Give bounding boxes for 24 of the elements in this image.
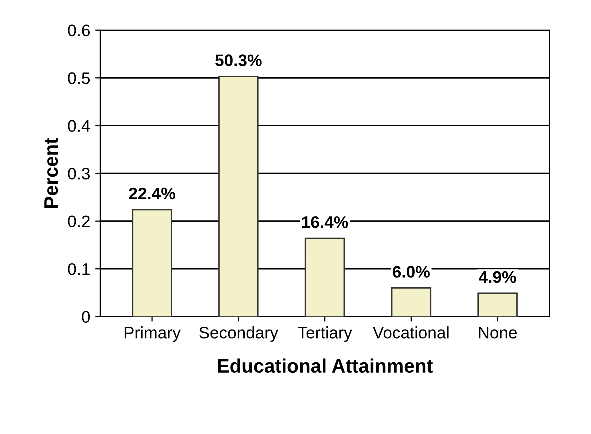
bar <box>132 209 172 317</box>
y-tick-label: 0.1 <box>68 263 90 276</box>
x-tick-label: None <box>479 327 517 339</box>
bar <box>304 238 346 317</box>
x-tick-label: Primary <box>124 326 181 342</box>
y-tick-label: 0.3 <box>68 168 90 180</box>
y-axis-title: Percent <box>44 138 58 208</box>
bar <box>218 76 259 317</box>
y-tick-label: 0.5 <box>68 72 90 84</box>
x-tick-label: Secondary <box>200 326 278 342</box>
x-tick-label: Tertiary <box>298 326 352 342</box>
data-label: 4.9% <box>479 271 516 284</box>
data-label: 16.4% <box>302 216 348 228</box>
y-tick-label: 0 <box>82 311 90 324</box>
y-tick-label: 0.6 <box>68 24 90 37</box>
x-axis-title: Educational Attainment <box>218 358 434 374</box>
data-label: 22.4% <box>129 188 176 200</box>
bar <box>391 287 432 317</box>
y-tick-label: 0.4 <box>68 120 90 132</box>
bar <box>478 292 518 317</box>
y-tick-label: 0.2 <box>68 216 90 228</box>
data-label: 6.0% <box>393 266 430 278</box>
data-label: 50.3% <box>216 54 262 66</box>
x-tick-label: Vocational <box>373 326 449 339</box>
